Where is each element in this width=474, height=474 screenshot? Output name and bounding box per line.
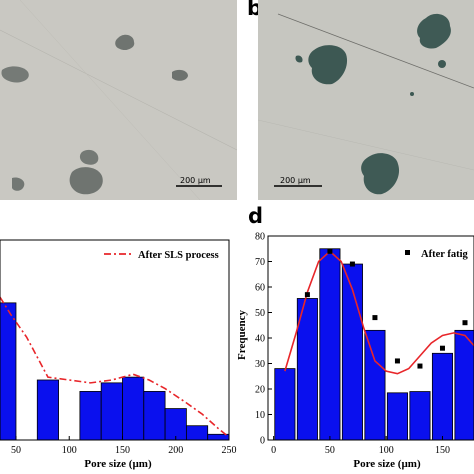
pore-shape xyxy=(115,34,135,51)
micrograph-b-svg: 200 µm xyxy=(258,13,474,195)
scratch-line xyxy=(0,29,237,151)
chart-c-x-axis-label: Pore size (µm) xyxy=(84,458,152,470)
pore-shape xyxy=(295,55,303,63)
x-tick-label: 150 xyxy=(435,445,450,456)
histogram-bar xyxy=(454,329,474,441)
data-point-marker xyxy=(439,345,445,351)
pore-shape xyxy=(79,149,99,165)
x-tick-label: 50 xyxy=(11,445,21,456)
pore-shape xyxy=(361,153,400,195)
fit-curve-line xyxy=(0,296,230,438)
chart-d-bars xyxy=(274,248,474,441)
pore-shape xyxy=(1,66,29,83)
chart-d-y-axis-label: Frequency xyxy=(237,310,248,360)
pore-shape xyxy=(438,60,446,68)
x-tick-label: 100 xyxy=(62,445,77,456)
y-tick-label: 50 xyxy=(255,308,265,319)
y-tick-label: 80 xyxy=(255,232,265,243)
legend-label-sls: After SLS process xyxy=(138,250,219,261)
chart-c-bars xyxy=(0,302,230,441)
micrograph-a: 200 µm xyxy=(0,0,237,200)
micrograph-a-svg: 200 µm xyxy=(0,0,237,200)
chart-d-line xyxy=(284,250,474,375)
chart-c-legend: After SLS process xyxy=(104,250,219,261)
data-point-marker xyxy=(372,315,378,321)
pore-shape xyxy=(12,177,25,191)
y-tick-label: 0 xyxy=(260,436,265,447)
data-point-marker xyxy=(417,363,423,369)
y-tick-label: 40 xyxy=(255,334,265,345)
legend-label-fatigue: After fatig xyxy=(421,249,468,260)
x-tick-label: 250 xyxy=(222,445,237,456)
chart-d-x-ticks: 0 50 100 150 xyxy=(271,436,450,456)
data-point-marker xyxy=(349,261,355,267)
histogram-bar xyxy=(0,302,17,441)
chart-c-frame xyxy=(0,239,230,441)
histogram-bar xyxy=(79,391,102,441)
y-tick-label: 20 xyxy=(255,385,265,396)
x-tick-label: 100 xyxy=(379,445,394,456)
scratch-line xyxy=(277,13,474,89)
x-tick-label: 50 xyxy=(325,445,335,456)
histogram-bar xyxy=(122,376,145,441)
chart-c: 50 100 150 200 250 After SLS process Pore si… xyxy=(0,239,237,470)
pore-shape xyxy=(308,45,348,85)
pore-shape xyxy=(410,92,414,96)
pore-shape xyxy=(417,13,451,49)
legend-marker-fatigue xyxy=(405,250,410,255)
chart-d-x-axis-label: Pore size (µm) xyxy=(353,458,421,470)
data-point-marker xyxy=(327,248,333,254)
scratch-line xyxy=(258,119,474,171)
x-tick-label: 150 xyxy=(115,445,130,456)
panel-label-d: d xyxy=(248,204,264,228)
histogram-bar xyxy=(274,368,296,441)
histogram-bar xyxy=(36,379,59,441)
histogram-bar xyxy=(143,391,166,441)
chart-d-markers xyxy=(304,248,468,369)
data-point-marker xyxy=(462,320,468,326)
y-tick-label: 60 xyxy=(255,283,265,294)
data-point-marker xyxy=(394,358,400,364)
chart-d-legend: After fatig xyxy=(405,249,468,260)
scale-bar-label: 200 µm xyxy=(180,176,211,185)
x-tick-label: 200 xyxy=(168,445,183,456)
histogram-bar xyxy=(409,391,431,441)
scale-bar-label: 200 µm xyxy=(280,176,311,185)
y-tick-label: 70 xyxy=(255,257,265,268)
scratch-line xyxy=(19,0,201,200)
y-tick-label: 10 xyxy=(255,410,265,421)
micrograph-b: 200 µm xyxy=(258,0,474,200)
pore-shape xyxy=(69,167,103,195)
data-point-marker xyxy=(304,292,310,298)
histogram-bar xyxy=(100,382,123,441)
histogram-bar xyxy=(319,248,341,441)
fit-curve-line xyxy=(284,250,474,375)
histogram-bar xyxy=(164,408,187,441)
chart-c-line xyxy=(0,296,230,438)
histogram-bar xyxy=(364,329,386,441)
y-tick-label: 30 xyxy=(255,359,265,370)
histogram-bar xyxy=(386,392,408,441)
histogram-bar xyxy=(431,352,454,441)
pore-shape xyxy=(172,69,188,81)
x-tick-label: 0 xyxy=(271,445,276,456)
chart-c-x-ticks: 50 100 150 200 250 xyxy=(11,436,237,456)
histogram-bar xyxy=(185,425,209,441)
chart-d-y-ticks: 0 10 20 30 40 50 60 70 80 xyxy=(255,232,272,447)
